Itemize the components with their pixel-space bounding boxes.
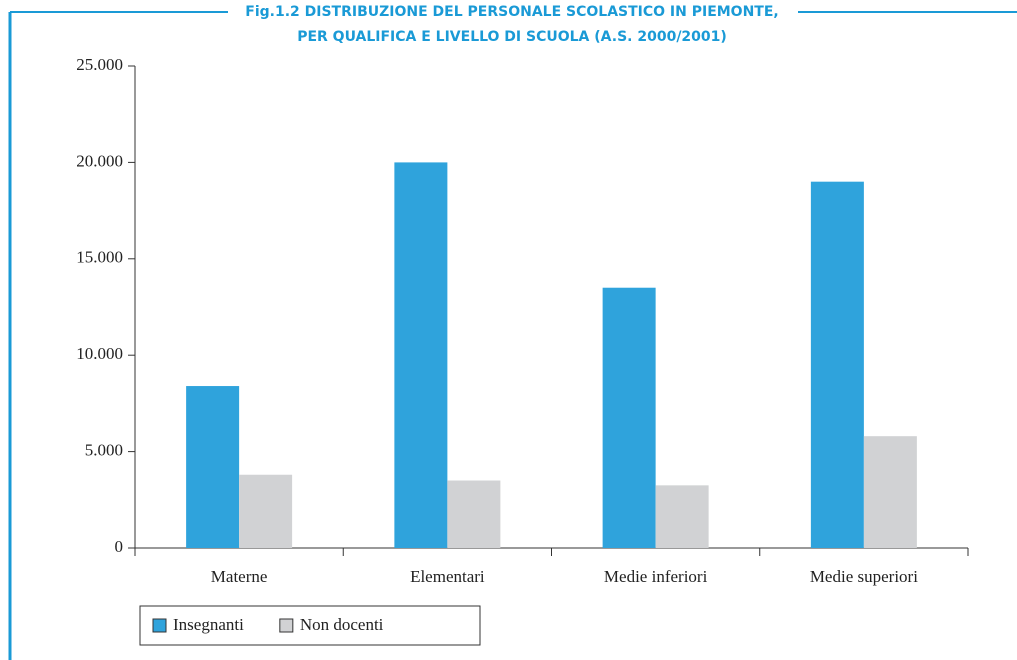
x-tick-label: Materne xyxy=(211,567,268,586)
bar xyxy=(655,485,709,548)
bar xyxy=(239,474,293,548)
x-tick-label: Elementari xyxy=(410,567,485,586)
y-tick-label: 20.000 xyxy=(76,151,123,170)
y-tick-label: 0 xyxy=(115,537,124,556)
legend-swatch xyxy=(152,618,167,633)
bar xyxy=(863,436,917,548)
bar xyxy=(447,480,501,548)
legend-swatch xyxy=(279,618,294,633)
y-tick-label: 5.000 xyxy=(85,441,123,460)
chart-title: Fig.1.2 DISTRIBUZIONE DEL PERSONALE SCOL… xyxy=(245,4,778,20)
x-tick-label: Medie inferiori xyxy=(604,567,708,586)
bar xyxy=(602,287,656,548)
x-tick-label: Medie superiori xyxy=(810,567,918,586)
bar xyxy=(810,181,864,548)
chart-title: PER QUALIFICA E LIVELLO DI SCUOLA (A.S. … xyxy=(297,29,727,45)
bar xyxy=(186,386,240,548)
legend-box xyxy=(139,605,481,646)
bar xyxy=(394,162,448,548)
legend-label: Insegnanti xyxy=(173,615,244,634)
y-tick-label: 10.000 xyxy=(76,344,123,363)
legend-label: Non docenti xyxy=(300,615,384,634)
y-tick-label: 25.000 xyxy=(76,55,123,74)
y-tick-label: 15.000 xyxy=(76,248,123,267)
